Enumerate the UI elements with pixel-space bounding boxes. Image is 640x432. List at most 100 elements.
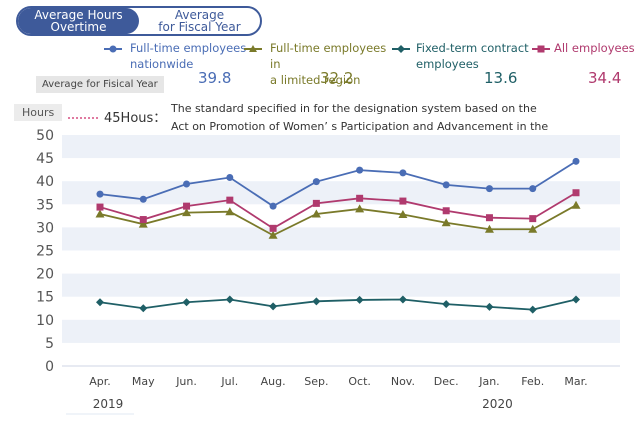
legend-label: Full-time employees nationwide [130, 41, 247, 71]
data-point [96, 298, 104, 307]
data-point [96, 190, 104, 198]
reference-line-label: 45Hous： [104, 111, 167, 126]
data-point [529, 185, 537, 193]
year-label: 2019 [93, 397, 124, 411]
y-tick-label: 35 [36, 197, 54, 213]
data-point [442, 207, 450, 215]
x-tick-label: Mar. [564, 375, 587, 388]
data-point [485, 214, 493, 222]
data-point [528, 305, 537, 314]
y-tick-label: 10 [36, 313, 54, 329]
data-point [226, 174, 234, 182]
legend-label: Full-time employees in a limited region [270, 41, 387, 87]
data-point [356, 166, 364, 174]
data-point [528, 224, 538, 233]
y-axis-unit-label: Hours [14, 104, 63, 121]
y-tick-label: 5 [45, 336, 54, 352]
tab-average-hours-overtime[interactable]: Average Hours Overtime [18, 8, 139, 34]
grid-band [62, 227, 620, 251]
data-point [138, 219, 148, 228]
x-tick-label: Jul. [220, 375, 238, 388]
data-point [571, 200, 581, 209]
legend-marker-triangle-icon [244, 45, 262, 52]
x-tick-label: Jun. [175, 375, 197, 388]
x-tick-label: Nov. [391, 375, 415, 388]
x-tick-label: Jan. [478, 375, 499, 388]
legend-average-value: 32.2 [320, 69, 354, 87]
x-tick-label: Aug. [261, 375, 286, 388]
data-point [182, 298, 191, 307]
data-point [572, 189, 580, 197]
data-point [356, 194, 364, 202]
reference-line-description: The standard specified in for the design… [171, 102, 549, 151]
x-tick-label: Dec. [434, 375, 459, 388]
data-point [139, 216, 147, 224]
data-point [226, 196, 234, 204]
legend-average-value: 39.8 [198, 69, 232, 87]
data-point [183, 180, 191, 188]
x-tick-label: Feb. [521, 375, 544, 388]
series-line [99, 191, 577, 230]
data-point [139, 304, 148, 313]
legend-marker-circle-icon [104, 45, 122, 53]
data-point [485, 185, 493, 193]
data-point [398, 209, 408, 218]
legend-average-value: 34.4 [588, 69, 622, 87]
data-point [269, 224, 277, 232]
fiscal-year-average-label: Average for Fisical Year [36, 76, 164, 93]
y-tick-label: 0 [45, 359, 54, 375]
data-point [96, 203, 104, 211]
y-tick-label: 20 [36, 267, 54, 283]
legend-label: Fixed-term contract employees [416, 41, 529, 71]
series-line [99, 160, 577, 208]
data-point [312, 178, 320, 186]
legend-marker-square-icon [532, 45, 550, 53]
data-point [225, 295, 234, 304]
y-tick-label: 30 [36, 220, 54, 236]
x-tick-label: Apr. [89, 375, 111, 388]
series-line [99, 204, 577, 237]
data-point [529, 215, 537, 223]
reference-line-key [68, 117, 98, 119]
data-point [269, 202, 277, 210]
y-tick-label: 40 [36, 174, 54, 190]
year-label: 2020 [482, 397, 513, 411]
data-point [355, 204, 365, 213]
x-tick-label: May [132, 375, 155, 388]
data-point [484, 224, 494, 233]
data-point [441, 218, 451, 227]
data-point [355, 295, 364, 304]
data-point [268, 230, 278, 239]
y-tick-label: 50 [36, 128, 54, 144]
data-point [139, 195, 147, 203]
data-point [182, 208, 192, 217]
data-point [311, 209, 321, 218]
data-point [269, 302, 278, 311]
grid-band [62, 135, 620, 159]
grid-band [62, 273, 620, 297]
legend-label: All employees [554, 41, 635, 55]
data-point [312, 199, 320, 207]
data-point [398, 295, 407, 304]
legend-marker-diamond-icon [392, 45, 410, 53]
grid-band [62, 319, 620, 343]
data-point [485, 302, 494, 311]
x-tick-label: Sep. [304, 375, 328, 388]
y-tick-label: 45 [36, 151, 54, 167]
y-tick-label: 15 [36, 290, 54, 306]
data-point [442, 181, 450, 189]
x-tick-label: Oct. [348, 375, 371, 388]
tab-average-fiscal-year[interactable]: Average for Fiscal Year [158, 8, 241, 34]
data-point [399, 197, 407, 205]
data-point [442, 300, 451, 309]
data-point [572, 295, 580, 304]
series-line [99, 298, 577, 311]
legend-average-value: 13.6 [484, 69, 518, 87]
data-point [95, 209, 105, 218]
data-point [183, 202, 191, 210]
data-point [572, 157, 580, 165]
data-point [399, 169, 407, 177]
data-point [225, 207, 235, 216]
y-tick-label: 25 [36, 244, 54, 260]
